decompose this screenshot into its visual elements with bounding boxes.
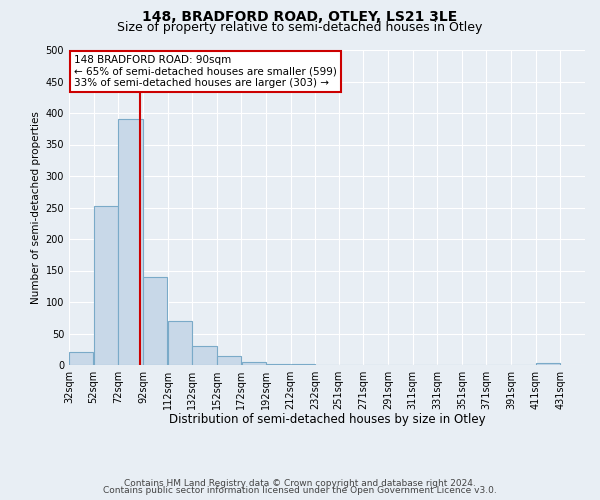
Bar (143, 277, 167, 365)
Bar (69, 352, 94, 365)
Bar (291, 364, 315, 365)
Text: 148, BRADFORD ROAD, OTLEY, LS21 3LE: 148, BRADFORD ROAD, OTLEY, LS21 3LE (142, 10, 458, 24)
Bar (94, 206, 118, 365)
Bar (242, 362, 266, 365)
Bar (118, 120, 143, 365)
Text: Size of property relative to semi-detached houses in Otley: Size of property relative to semi-detach… (118, 21, 482, 34)
Text: Contains HM Land Registry data © Crown copyright and database right 2024.: Contains HM Land Registry data © Crown c… (124, 478, 476, 488)
X-axis label: Distribution of semi-detached houses by size in Otley: Distribution of semi-detached houses by … (169, 414, 485, 426)
Y-axis label: Number of semi-detached properties: Number of semi-detached properties (31, 111, 41, 304)
Bar (266, 364, 290, 365)
Bar (193, 346, 217, 365)
Text: 148 BRADFORD ROAD: 90sqm
← 65% of semi-detached houses are smaller (599)
33% of : 148 BRADFORD ROAD: 90sqm ← 65% of semi-d… (74, 54, 337, 88)
Bar (217, 356, 241, 365)
Bar (536, 363, 560, 365)
Bar (168, 321, 192, 365)
Text: Contains public sector information licensed under the Open Government Licence v3: Contains public sector information licen… (103, 486, 497, 495)
